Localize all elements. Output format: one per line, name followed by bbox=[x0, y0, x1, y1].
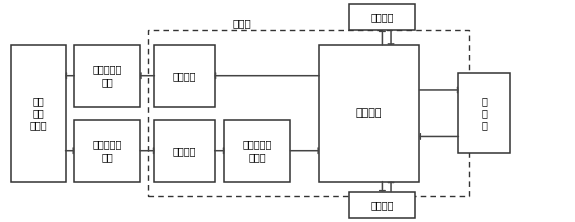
Text: 超声接收换
能器: 超声接收换 能器 bbox=[93, 139, 122, 162]
Text: 电路盒: 电路盒 bbox=[232, 18, 251, 28]
Text: 超声发射换
能器: 超声发射换 能器 bbox=[93, 65, 122, 87]
Text: 主控单元: 主控单元 bbox=[356, 108, 382, 118]
Text: 存
储
器: 存 储 器 bbox=[481, 96, 487, 131]
Bar bbox=[350, 4, 415, 30]
Bar bbox=[11, 45, 66, 182]
Text: 操作面板: 操作面板 bbox=[371, 200, 394, 210]
Text: 发射电路: 发射电路 bbox=[172, 71, 196, 81]
Text: 螺旋
管道
样本腔: 螺旋 管道 样本腔 bbox=[29, 96, 47, 131]
Text: 接收电路: 接收电路 bbox=[172, 146, 196, 156]
Bar bbox=[224, 120, 290, 182]
Bar bbox=[74, 120, 140, 182]
Bar bbox=[155, 45, 214, 107]
Bar bbox=[155, 120, 214, 182]
Bar bbox=[319, 45, 419, 182]
Bar bbox=[350, 192, 415, 218]
Bar bbox=[148, 30, 469, 196]
Bar bbox=[458, 73, 510, 153]
Text: 显示设备: 显示设备 bbox=[371, 12, 394, 22]
Text: 脉冲检测判
决电路: 脉冲检测判 决电路 bbox=[243, 139, 272, 162]
Bar bbox=[74, 45, 140, 107]
